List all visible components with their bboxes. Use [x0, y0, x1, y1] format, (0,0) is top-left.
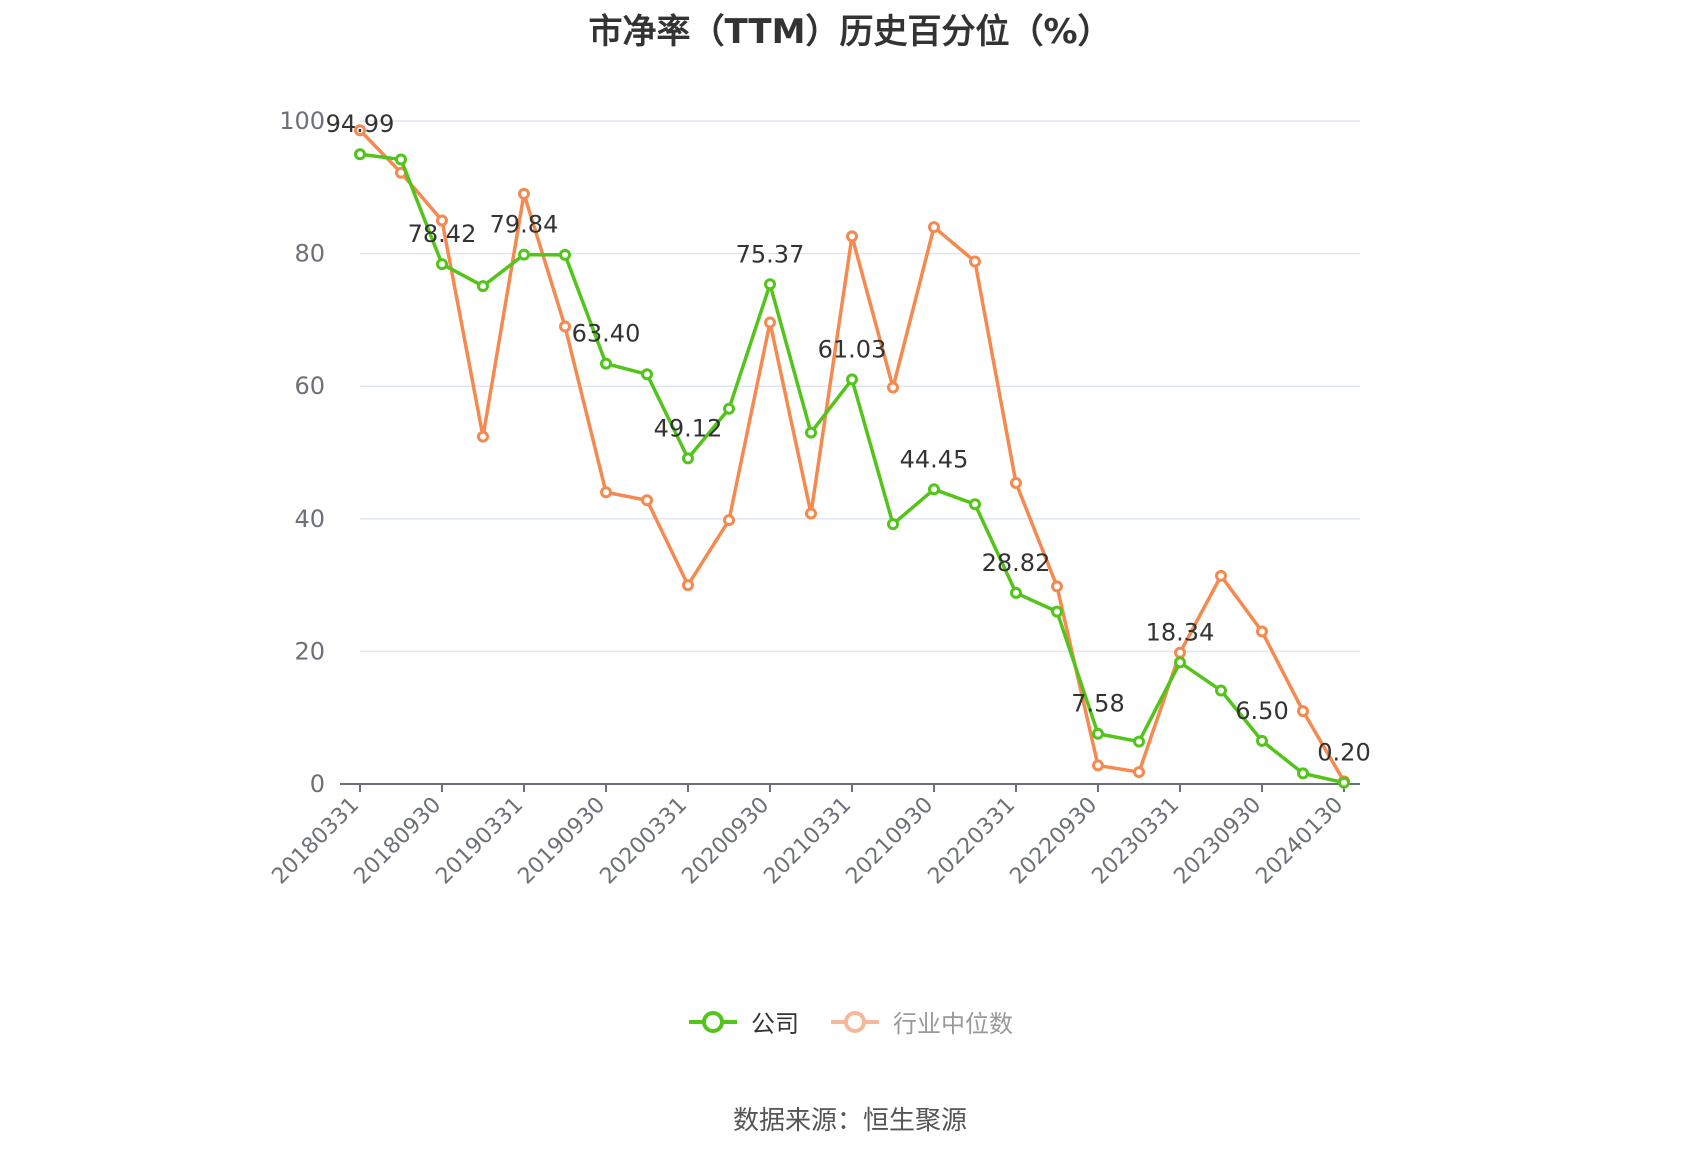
point-company	[354, 148, 366, 161]
point-industry	[1010, 476, 1022, 489]
data-label: 18.34	[1146, 618, 1215, 646]
y-tick-label: 40	[294, 505, 325, 533]
legend-item-company[interactable]: 公司	[687, 1004, 799, 1039]
point-industry	[846, 230, 858, 243]
legend-company-label: 公司	[751, 1010, 799, 1038]
y-tick-label: 60	[294, 372, 325, 400]
point-company	[764, 278, 776, 291]
point-company	[1338, 776, 1350, 789]
point-company	[1297, 767, 1309, 780]
point-company	[600, 357, 612, 370]
legend-industry-label: 行业中位数	[893, 1010, 1013, 1038]
point-company	[969, 498, 981, 511]
legend-company-marker	[702, 1010, 724, 1033]
legend-industry-marker	[844, 1010, 866, 1033]
x-tick-label: 20220930	[1005, 793, 1102, 890]
point-industry	[1256, 625, 1268, 638]
legend: 公司 行业中位数	[0, 1004, 1700, 1039]
data-label: 94.99	[326, 110, 395, 138]
point-industry	[600, 486, 612, 499]
point-company	[477, 280, 489, 293]
point-industry	[887, 381, 899, 394]
data-label: 49.12	[654, 414, 723, 442]
point-company	[723, 402, 735, 415]
y-tick-label: 80	[294, 240, 325, 268]
x-tick-label: 20180331	[267, 793, 364, 890]
point-company	[846, 373, 858, 386]
data-label: 44.45	[900, 445, 969, 473]
legend-item-industry[interactable]: 行业中位数	[829, 1004, 1013, 1039]
point-industry	[436, 214, 448, 227]
point-industry	[764, 316, 776, 329]
point-industry	[477, 430, 489, 443]
point-industry	[805, 507, 817, 520]
point-company	[559, 248, 571, 261]
x-tick-label: 20230930	[1169, 793, 1266, 890]
point-company	[682, 452, 694, 465]
point-company	[1256, 734, 1268, 747]
x-tick-label: 20210930	[841, 793, 938, 890]
point-company	[1174, 656, 1186, 669]
x-tick-label: 20200331	[595, 793, 692, 890]
data-label: 7.58	[1071, 690, 1124, 718]
point-industry	[969, 255, 981, 268]
point-industry	[354, 124, 366, 137]
series-lines	[354, 124, 1350, 789]
x-tick-label: 20220331	[923, 793, 1020, 890]
x-tick-label: 20190930	[513, 793, 610, 890]
data-label: 61.03	[818, 335, 887, 363]
point-company	[1215, 684, 1227, 697]
point-company	[1133, 735, 1145, 748]
y-tick-label: 0	[310, 770, 325, 798]
data-label: 6.50	[1235, 697, 1288, 725]
point-industry	[723, 514, 735, 527]
point-company	[518, 248, 530, 261]
y-tick-label: 100	[279, 107, 325, 135]
point-company	[641, 368, 653, 381]
point-industry	[682, 579, 694, 592]
point-industry	[559, 320, 571, 333]
point-company	[1010, 586, 1022, 599]
point-industry	[1133, 766, 1145, 779]
point-company	[1051, 605, 1063, 618]
grid-lines	[360, 120, 1360, 653]
data-label: 28.82	[982, 549, 1051, 577]
data-source: 数据来源：恒生聚源	[732, 1106, 967, 1136]
point-industry	[641, 494, 653, 507]
data-label: 79.84	[490, 211, 559, 239]
point-company	[887, 518, 899, 531]
point-company	[436, 258, 448, 271]
point-industry	[1051, 580, 1063, 593]
chart-title: 市净率（TTM）历史百分位（%）	[588, 12, 1112, 52]
point-industry	[1215, 569, 1227, 582]
data-label: 75.37	[736, 240, 805, 268]
point-industry	[928, 221, 940, 234]
data-label: 0.20	[1317, 739, 1370, 767]
x-tick-label: 20240130	[1251, 793, 1348, 890]
legend-industry-icon	[831, 1010, 879, 1033]
series-line-company	[359, 152, 1345, 785]
x-tick-label: 20210331	[759, 793, 856, 890]
legend-company-icon	[689, 1010, 737, 1033]
point-industry	[1297, 705, 1309, 718]
data-label: 63.40	[572, 320, 641, 348]
point-company	[395, 153, 407, 166]
x-tick-label: 20180930	[349, 793, 446, 890]
data-label: 78.42	[408, 220, 477, 248]
x-tick-label: 20190331	[431, 793, 528, 890]
point-industry	[518, 187, 530, 200]
point-industry	[1092, 759, 1104, 772]
point-company	[928, 483, 940, 496]
y-tick-label: 20	[294, 637, 325, 665]
point-company	[1092, 727, 1104, 740]
point-industry	[1174, 646, 1186, 659]
x-tick-label: 20230331	[1087, 793, 1184, 890]
x-tick-label: 20200930	[677, 793, 774, 890]
point-company	[805, 426, 817, 439]
data-labels: 94.99 78.42 79.84 63.40 49.12 75.37 61.03 44.45…	[326, 110, 1371, 766]
